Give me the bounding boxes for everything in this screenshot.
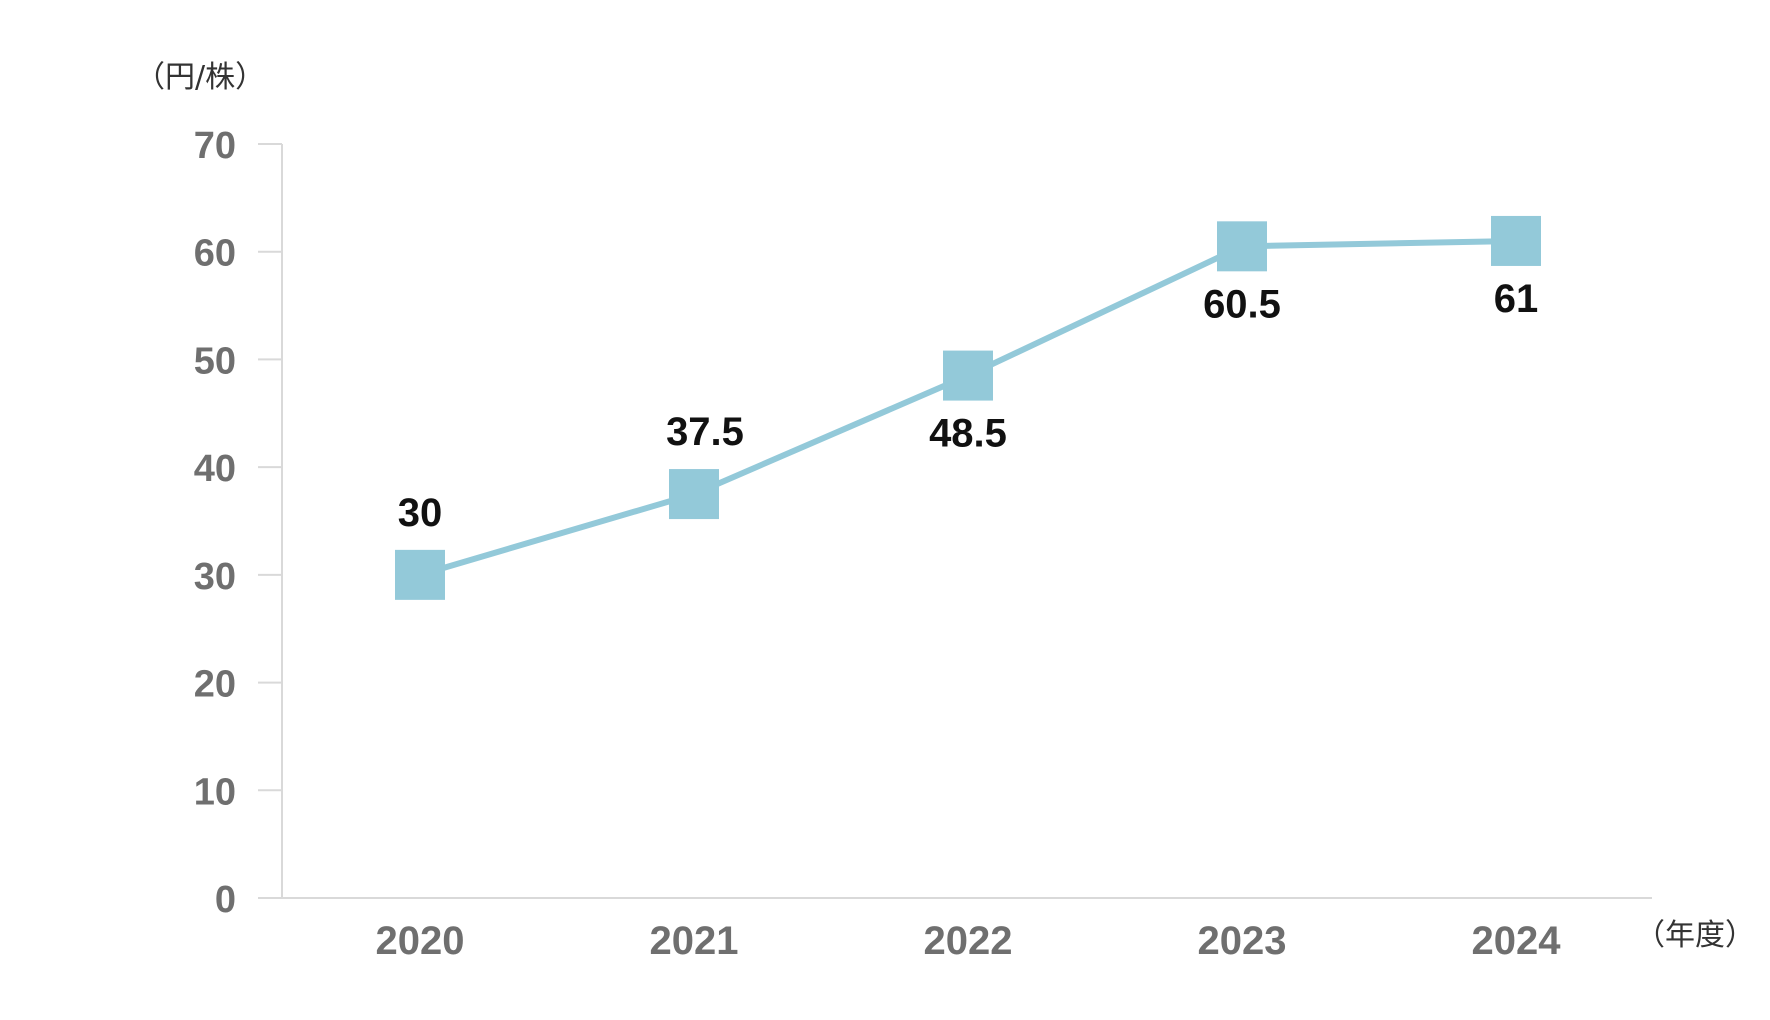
x-axis: 2020 2021 2022 2023 2024: [258, 897, 1652, 963]
data-label: 61: [1494, 277, 1539, 321]
data-label: 30: [398, 491, 443, 535]
y-tick-label: 0: [215, 879, 236, 921]
data-point-marker: [943, 350, 993, 401]
x-tick-label: 2020: [376, 919, 465, 963]
y-axis: 0 10 20 30 40 50 60 70: [194, 125, 283, 921]
data-labels: 30 37.5 48.5 60.5 61: [398, 277, 1539, 535]
series-line: [419, 237, 1517, 578]
x-tick-label: 2023: [1198, 919, 1287, 963]
data-point-marker: [669, 469, 719, 520]
data-label: 60.5: [1203, 282, 1281, 326]
x-tick-label: 2024: [1472, 919, 1562, 963]
series-dividend: [395, 215, 1541, 600]
x-axis-unit-label: （年度）: [1635, 918, 1755, 953]
data-label: 37.5: [666, 410, 744, 454]
data-point-marker: [395, 549, 445, 600]
x-tick-label: 2022: [924, 919, 1013, 963]
y-tick-label: 50: [194, 340, 236, 382]
data-point-marker: [1217, 221, 1267, 272]
y-tick-label: 10: [194, 771, 236, 813]
y-axis-unit-label: （円/株）: [135, 60, 265, 95]
y-tick-label: 40: [194, 448, 236, 490]
data-point-marker: [1491, 215, 1541, 266]
y-tick-label: 70: [194, 125, 236, 167]
y-tick-label: 30: [194, 556, 236, 598]
data-label: 48.5: [929, 412, 1007, 456]
y-tick-label: 60: [194, 233, 236, 275]
y-tick-label: 20: [194, 664, 236, 706]
x-tick-label: 2021: [650, 919, 739, 963]
